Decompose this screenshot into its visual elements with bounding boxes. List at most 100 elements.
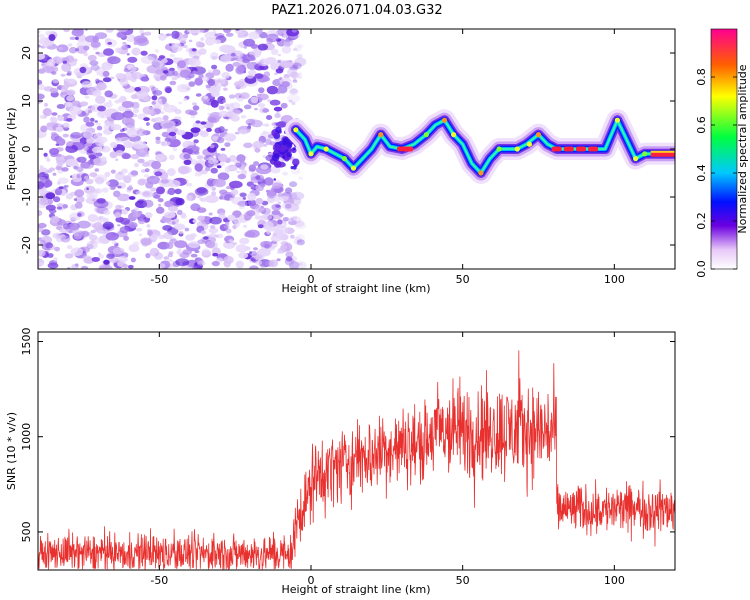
ridge-hotspot xyxy=(293,127,299,133)
noise-blob xyxy=(140,55,155,64)
noise-blob xyxy=(112,247,125,255)
y-tick-label: -10 xyxy=(20,188,33,206)
noise-blob xyxy=(207,129,211,132)
noise-blob xyxy=(208,212,213,216)
noise-blob xyxy=(117,256,128,263)
noise-blob xyxy=(142,199,154,208)
y-tick-label: 20 xyxy=(20,46,33,60)
noise-blob xyxy=(163,256,170,260)
noise-blob xyxy=(171,76,178,81)
noise-blob xyxy=(174,42,182,48)
noise-blob xyxy=(185,179,189,183)
noise-blob xyxy=(294,57,307,67)
noise-blob xyxy=(242,54,256,62)
noise-blob xyxy=(168,179,181,188)
noise-blob xyxy=(274,113,281,119)
noise-blob xyxy=(117,98,122,102)
noise-blob xyxy=(132,212,141,218)
noise-blob xyxy=(178,35,187,43)
snr-y-label: SNR (10 * v/v) xyxy=(5,412,18,490)
noise-blob xyxy=(290,71,300,79)
noise-blob xyxy=(248,164,257,172)
noise-blob xyxy=(67,43,73,47)
noise-blob xyxy=(235,66,245,75)
noise-blob xyxy=(203,95,209,100)
noise-blob xyxy=(232,61,241,67)
noise-blob xyxy=(88,234,98,241)
noise-blob xyxy=(43,152,48,157)
noise-blob xyxy=(292,79,298,83)
noise-blob xyxy=(43,102,49,107)
noise-blob xyxy=(38,34,45,38)
y-tick-label: 0 xyxy=(20,146,33,153)
noise-blob xyxy=(49,116,57,122)
noise-blob xyxy=(240,115,247,119)
noise-blob xyxy=(115,72,125,79)
noise-blob xyxy=(210,167,218,174)
noise-blob xyxy=(47,253,54,258)
noise-blob xyxy=(142,95,150,102)
noise-blob xyxy=(57,115,65,122)
noise-blob xyxy=(86,240,98,250)
noise-blob xyxy=(281,46,292,54)
noise-blob xyxy=(219,44,233,53)
noise-blob xyxy=(266,85,278,95)
noise-blob xyxy=(245,118,256,126)
noise-blob xyxy=(73,29,84,34)
noise-blob xyxy=(182,249,192,255)
noise-blob xyxy=(65,144,78,153)
noise-blob xyxy=(160,111,165,114)
noise-blob xyxy=(275,126,282,134)
noise-blob xyxy=(154,117,163,122)
noise-blob xyxy=(85,35,98,43)
noise-blob xyxy=(230,52,236,57)
noise-blob xyxy=(207,163,214,168)
noise-blob xyxy=(169,43,172,46)
noise-blob xyxy=(188,81,196,87)
noise-blob xyxy=(80,265,89,269)
noise-blob xyxy=(70,100,81,107)
noise-blob xyxy=(285,251,294,258)
noise-blob xyxy=(185,47,192,53)
noise-blob xyxy=(254,107,258,111)
noise-blob xyxy=(154,153,165,162)
noise-blob xyxy=(224,221,230,226)
noise-blob xyxy=(289,181,298,188)
noise-blob xyxy=(77,220,91,229)
noise-blob xyxy=(225,32,234,37)
noise-blob xyxy=(214,39,221,45)
noise-blob xyxy=(77,212,82,217)
noise-blob xyxy=(292,216,298,220)
noise-blob xyxy=(250,43,259,49)
noise-blob xyxy=(150,234,159,241)
noise-blob xyxy=(254,205,265,213)
noise-blob xyxy=(224,142,231,148)
noise-blob xyxy=(267,99,271,102)
noise-blob xyxy=(282,138,288,144)
noise-blob xyxy=(235,260,244,269)
noise-blob xyxy=(185,182,193,187)
noise-blob xyxy=(68,222,80,231)
ridge-hotspot xyxy=(350,165,357,171)
noise-blob xyxy=(66,245,73,250)
noise-blob xyxy=(243,142,253,149)
noise-blob xyxy=(69,36,76,40)
noise-blob xyxy=(144,168,150,173)
noise-blob xyxy=(253,247,258,251)
noise-blob xyxy=(38,222,47,229)
noise-blob xyxy=(60,235,71,243)
noise-blob xyxy=(69,106,82,116)
noise-blob xyxy=(60,73,66,77)
noise-blob xyxy=(224,133,236,142)
noise-blob xyxy=(115,158,119,161)
noise-blob xyxy=(110,169,116,174)
noise-blob xyxy=(250,186,256,190)
noise-blob xyxy=(102,221,114,230)
noise-blob xyxy=(260,183,266,188)
noise-blob xyxy=(75,48,79,52)
noise-blob xyxy=(117,224,121,227)
colorbar: 0.0 0.2 0.4 0.6 0.8 Normalized spectral ampl… xyxy=(695,28,749,278)
noise-blob xyxy=(75,36,79,41)
noise-blob xyxy=(222,99,227,104)
noise-blob xyxy=(271,153,280,162)
